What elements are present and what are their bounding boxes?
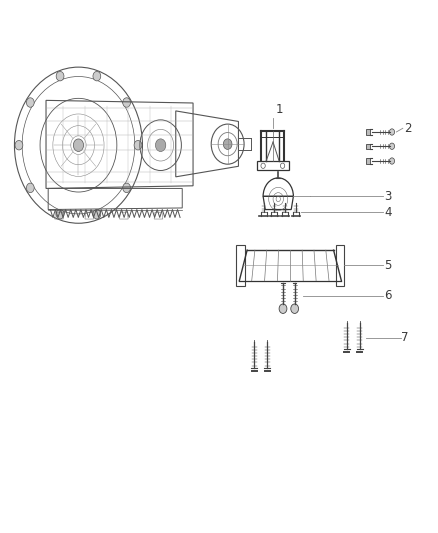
Circle shape	[389, 158, 395, 164]
Polygon shape	[366, 130, 371, 135]
Circle shape	[389, 129, 395, 135]
Circle shape	[123, 183, 131, 192]
Circle shape	[56, 209, 64, 219]
Circle shape	[123, 98, 131, 107]
Circle shape	[291, 304, 299, 313]
Text: 7: 7	[402, 331, 409, 344]
Text: 6: 6	[384, 289, 392, 302]
Circle shape	[93, 71, 101, 81]
Circle shape	[279, 304, 287, 313]
Circle shape	[155, 139, 166, 151]
Circle shape	[26, 98, 34, 107]
Text: 3: 3	[384, 190, 392, 203]
Text: 4: 4	[384, 206, 392, 219]
Text: 5: 5	[384, 259, 392, 272]
Circle shape	[15, 140, 23, 150]
Circle shape	[26, 183, 34, 192]
Circle shape	[73, 139, 84, 151]
Text: 2: 2	[404, 122, 411, 135]
Circle shape	[223, 139, 232, 149]
Circle shape	[389, 143, 395, 149]
Circle shape	[93, 209, 101, 219]
Circle shape	[56, 71, 64, 81]
Polygon shape	[366, 158, 371, 164]
Text: 1: 1	[275, 103, 283, 116]
Polygon shape	[366, 143, 371, 149]
Circle shape	[134, 140, 142, 150]
